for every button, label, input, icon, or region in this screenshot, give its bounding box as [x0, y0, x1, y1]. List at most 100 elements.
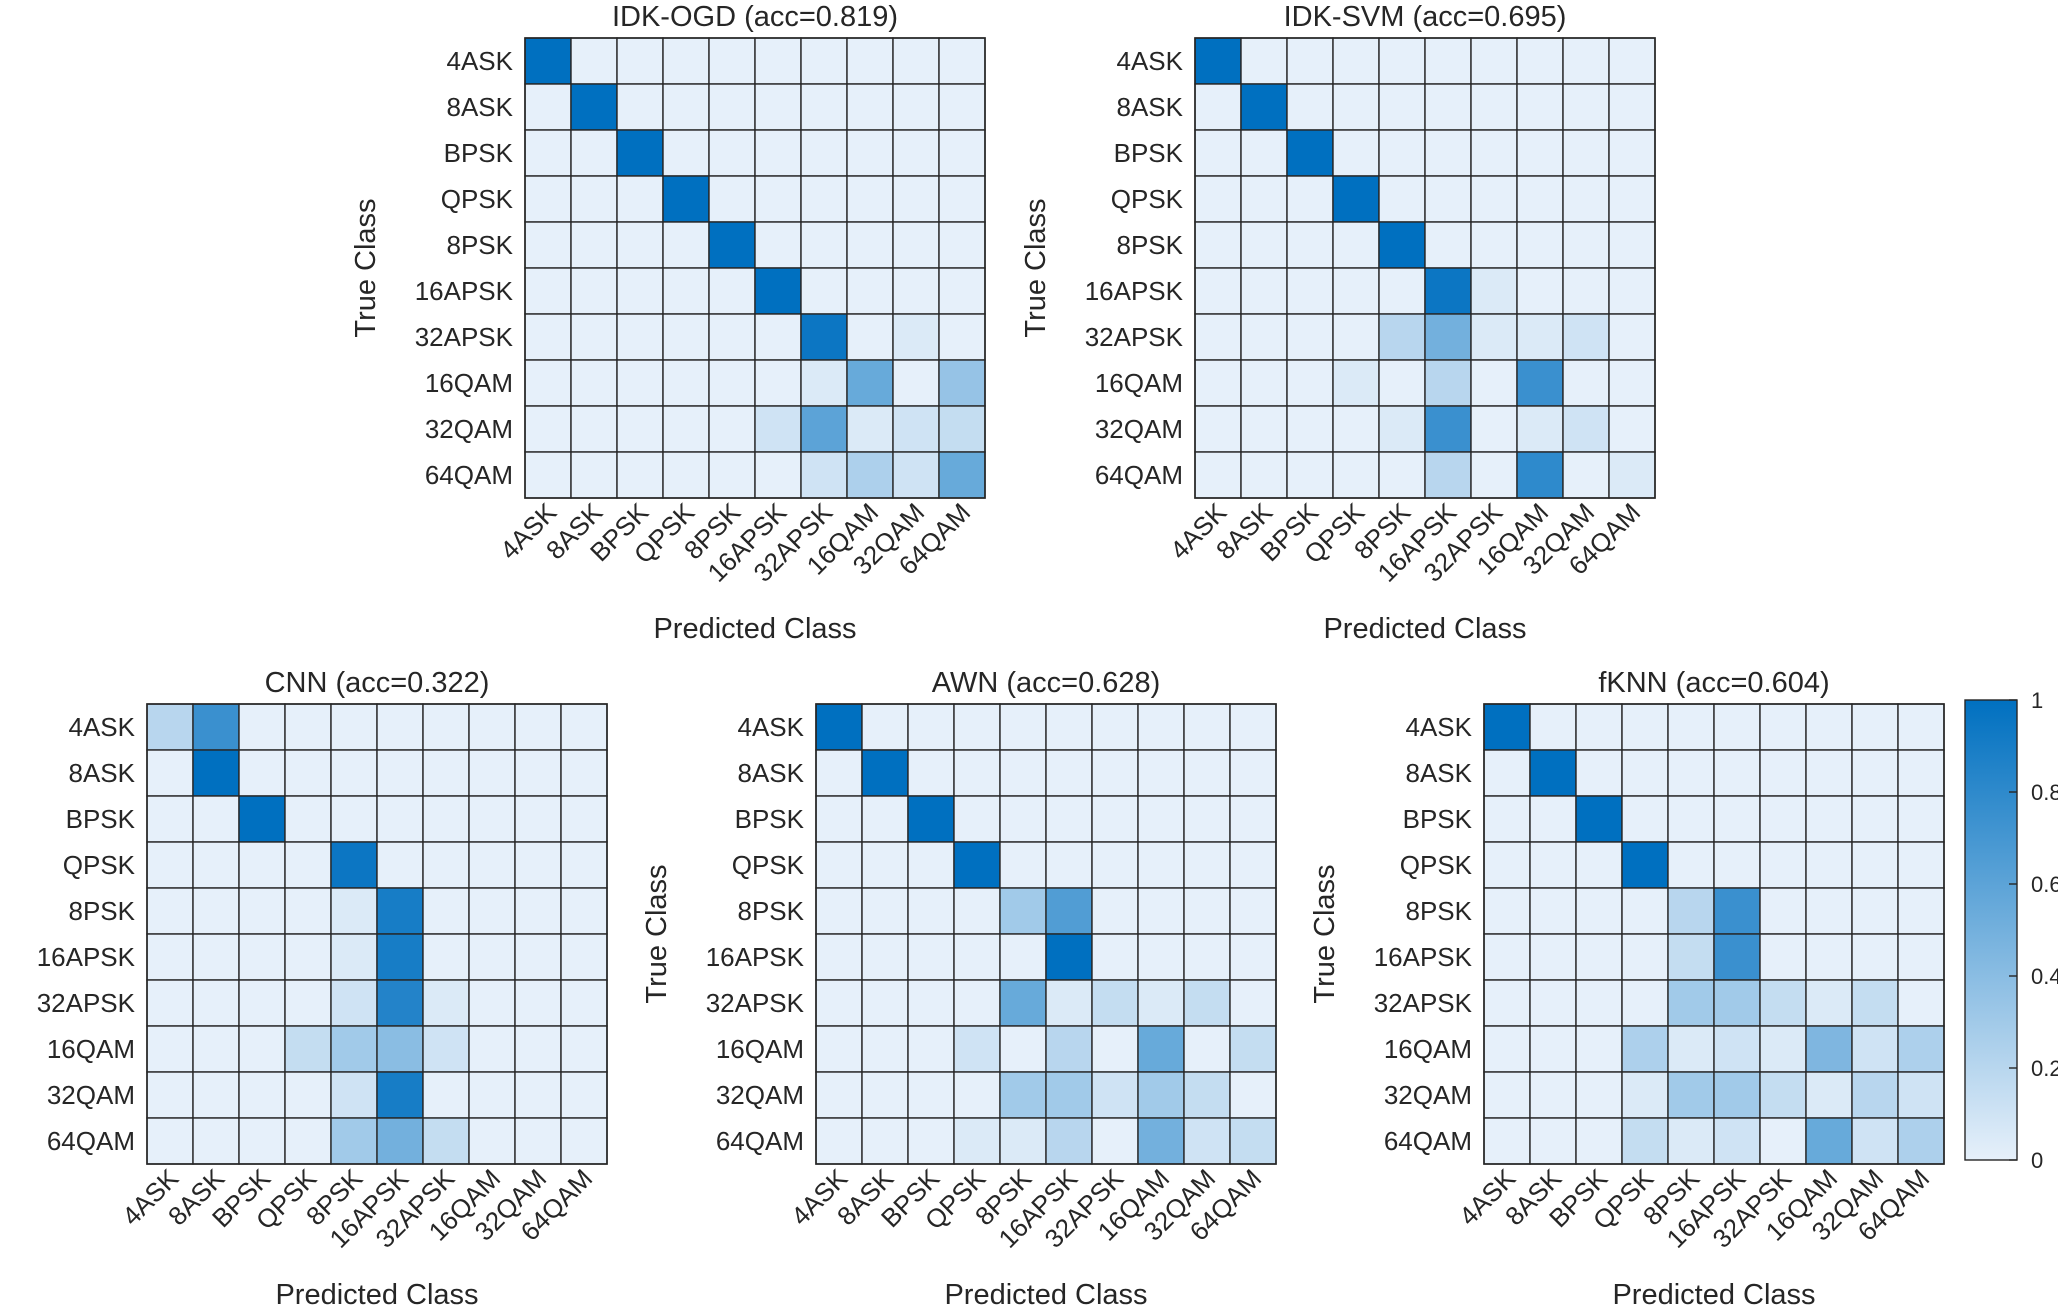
heatmap-cell: [999, 841, 1047, 889]
heatmap-cell: [846, 405, 894, 453]
heatmap-cell: [524, 221, 572, 269]
heatmap-cell: [1759, 933, 1807, 981]
heatmap-cell: [1897, 1025, 1945, 1073]
heatmap-cell: [754, 451, 802, 499]
heatmap-cell: [238, 887, 286, 935]
heatmap-cell: [800, 83, 848, 131]
heatmap-cell: [1851, 703, 1899, 751]
heatmap-cell: [1529, 979, 1577, 1027]
heatmap-panel-awn: AWN (acc=0.628) 4ASK 8ASK BPSK QPSK 8PSK 16APS…: [641, 667, 1277, 1308]
heatmap-cell: [1470, 129, 1518, 177]
heatmap-cell: [662, 221, 710, 269]
heatmap-cell: [1851, 795, 1899, 843]
heatmap-cell: [938, 221, 986, 269]
heatmap-cell: [1483, 1071, 1531, 1119]
heatmap-cell: [1562, 37, 1610, 85]
heatmap-cell: [1562, 221, 1610, 269]
heatmap-cell: [1608, 267, 1656, 315]
heatmap-cell: [1667, 795, 1715, 843]
heatmap-panel-fknn: fKNN (acc=0.604) 4ASK 8ASK BPSK QPSK 8PSK 16AP…: [1309, 667, 1945, 1308]
colorbar-tick-label: 0.4: [2031, 964, 2058, 989]
heatmap-cell: [1759, 749, 1807, 797]
heatmap-cell: [1805, 933, 1853, 981]
heatmap-cell: [861, 1071, 909, 1119]
heatmap-cell: [284, 703, 332, 751]
heatmap-cell: [938, 313, 986, 361]
heatmap-cell: [662, 405, 710, 453]
heatmap-cell: [800, 37, 848, 85]
y-tick-label: 32APSK: [415, 322, 514, 352]
heatmap-cell: [514, 979, 562, 1027]
heatmap-cell: [376, 1025, 424, 1073]
heatmap-cell: [1045, 749, 1093, 797]
heatmap-cell: [1529, 703, 1577, 751]
y-tick-label: 16QAM: [716, 1034, 804, 1064]
heatmap-cell: [754, 405, 802, 453]
heatmap-cell: [1516, 37, 1564, 85]
heatmap-cell: [953, 795, 1001, 843]
heatmap-cell: [662, 267, 710, 315]
heatmap-cell: [1332, 313, 1380, 361]
heatmap-cell: [376, 1117, 424, 1165]
heatmap-panel-idk-svm: IDK-SVM (acc=0.695) 4ASK 8ASK BPSK QPSK 8PSK 1…: [1020, 1, 1656, 645]
heatmap-cell: [815, 1117, 863, 1165]
heatmap-cell: [1183, 887, 1231, 935]
heatmap-cell: [514, 933, 562, 981]
heatmap-cell: [708, 405, 756, 453]
heatmap-cell: [1045, 841, 1093, 889]
colorbar-tick-label: 0.2: [2031, 1056, 2058, 1081]
heatmap-cell: [146, 979, 194, 1027]
heatmap-cell: [1470, 359, 1518, 407]
heatmap-cell: [1091, 933, 1139, 981]
heatmap-cell: [524, 267, 572, 315]
chart-title: IDK-OGD (acc=0.819): [612, 1, 898, 33]
heatmap-cell: [1378, 83, 1426, 131]
heatmap-cell: [1240, 175, 1288, 223]
heatmap-cell: [192, 1071, 240, 1119]
heatmap-cell: [1805, 749, 1853, 797]
heatmap-cell: [1713, 887, 1761, 935]
heatmap-cell: [1183, 1025, 1231, 1073]
heatmap-cell: [1470, 83, 1518, 131]
heatmap-cell: [1759, 979, 1807, 1027]
heatmap-cell: [1608, 129, 1656, 177]
heatmap-cell: [616, 221, 664, 269]
heatmap-cell: [284, 979, 332, 1027]
heatmap-cell: [1229, 979, 1277, 1027]
heatmap-cell: [192, 887, 240, 935]
heatmap-cell: [815, 1071, 863, 1119]
heatmap-cell: [846, 83, 894, 131]
y-tick-label: 64QAM: [1384, 1126, 1472, 1156]
heatmap-cell: [570, 267, 618, 315]
heatmap-cell: [815, 841, 863, 889]
heatmap-cell: [892, 175, 940, 223]
heatmap-cell: [1183, 1071, 1231, 1119]
heatmap-cell: [892, 221, 940, 269]
heatmap-cell: [1470, 221, 1518, 269]
heatmap-cell: [1286, 175, 1334, 223]
heatmap-cell: [146, 887, 194, 935]
heatmap-cell: [1621, 933, 1669, 981]
heatmap-cell: [938, 83, 986, 131]
heatmap-cell: [238, 933, 286, 981]
heatmap-cell: [907, 1025, 955, 1073]
heatmap-cell: [1621, 795, 1669, 843]
heatmap-cell: [238, 795, 286, 843]
heatmap-cell: [1332, 175, 1380, 223]
heatmap-cell: [238, 703, 286, 751]
heatmap-cell: [892, 313, 940, 361]
heatmap-cell: [1805, 841, 1853, 889]
heatmap-cell: [1713, 841, 1761, 889]
heatmap-cell: [330, 795, 378, 843]
heatmap-cell: [1851, 1025, 1899, 1073]
heatmap-cell: [815, 1025, 863, 1073]
heatmap-cell: [284, 1071, 332, 1119]
heatmap-cell: [284, 887, 332, 935]
heatmap-cell: [1137, 1071, 1185, 1119]
heatmap-cell: [468, 841, 516, 889]
y-tick-label: 64QAM: [425, 460, 513, 490]
heatmap-cell: [1240, 83, 1288, 131]
heatmap-cell: [1897, 841, 1945, 889]
heatmap-cell: [1562, 267, 1610, 315]
chart-title: IDK-SVM (acc=0.695): [1284, 1, 1567, 33]
